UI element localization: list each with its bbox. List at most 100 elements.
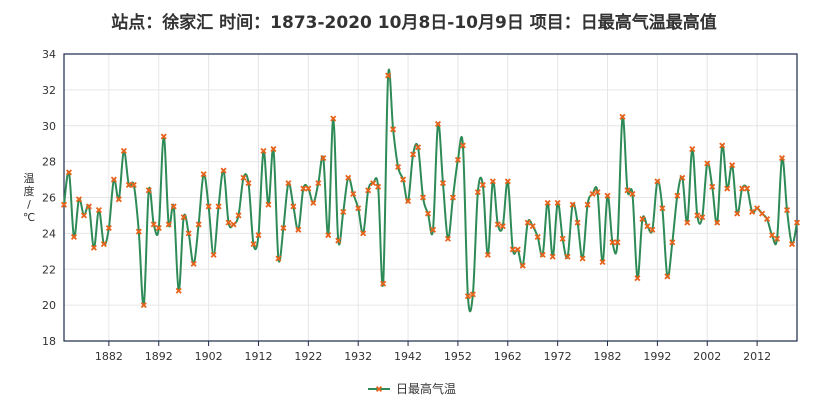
data-point — [509, 246, 516, 253]
data-point — [370, 180, 377, 187]
data-point — [205, 203, 212, 210]
data-point — [739, 185, 746, 192]
data-point — [60, 201, 68, 208]
data-point — [469, 291, 476, 298]
data-point — [165, 221, 172, 228]
data-point — [564, 253, 571, 260]
data-point — [639, 215, 646, 223]
data-point — [704, 160, 711, 167]
data-point — [759, 210, 766, 217]
data-point — [484, 251, 491, 258]
data-point — [788, 241, 796, 248]
x-tick-label: 2002 — [693, 350, 721, 363]
data-point — [275, 255, 282, 262]
data-point — [429, 226, 437, 233]
y-tick-label: 28 — [42, 156, 56, 169]
x-tick-label: 1952 — [444, 350, 472, 363]
data-point — [734, 210, 741, 217]
data-point — [754, 205, 761, 212]
data-point — [719, 142, 726, 149]
series-line — [63, 68, 798, 313]
data-point — [115, 196, 122, 203]
data-point — [285, 180, 292, 187]
data-point — [100, 241, 107, 248]
data-point — [270, 146, 277, 153]
data-point — [679, 174, 686, 181]
data-point — [569, 201, 576, 208]
data-point — [634, 275, 641, 282]
data-point — [709, 183, 716, 190]
data-point — [220, 167, 227, 174]
y-tick-label: 18 — [42, 335, 56, 348]
data-point — [385, 72, 392, 79]
data-point — [514, 246, 521, 253]
data-point — [210, 251, 217, 258]
x-tick-label: 1932 — [344, 350, 372, 363]
data-point — [519, 262, 526, 269]
data-point — [544, 199, 551, 206]
y-tick-label: 22 — [42, 263, 56, 276]
data-point — [644, 223, 651, 230]
data-point — [265, 201, 272, 208]
data-point — [375, 183, 382, 190]
data-point — [459, 142, 466, 149]
data-point — [669, 239, 676, 246]
data-point — [110, 176, 117, 183]
data-point — [230, 221, 237, 228]
y-tick-label: 24 — [42, 227, 56, 240]
x-tick-label: 1912 — [244, 350, 272, 363]
data-point — [659, 205, 666, 212]
data-point — [300, 185, 307, 192]
data-point — [345, 174, 352, 181]
data-point — [694, 212, 701, 219]
x-tick-label: 1942 — [394, 350, 422, 363]
data-point — [245, 180, 252, 187]
data-point — [554, 199, 561, 206]
data-point — [170, 203, 177, 210]
data-point — [424, 210, 432, 217]
data-point — [325, 232, 332, 239]
data-point — [260, 147, 267, 154]
data-point — [200, 171, 207, 178]
data-point — [434, 120, 442, 127]
data-point — [120, 147, 127, 154]
data-point — [240, 174, 247, 181]
data-point — [504, 178, 511, 185]
data-point — [140, 302, 147, 309]
y-tick-label: 34 — [42, 48, 56, 61]
data-point — [604, 192, 611, 199]
data-point — [674, 192, 681, 199]
data-point — [474, 189, 481, 196]
data-point — [190, 260, 197, 267]
data-point — [95, 207, 102, 214]
data-point — [614, 239, 621, 246]
x-tick-label: 1892 — [145, 350, 173, 363]
data-point — [534, 233, 541, 240]
data-point — [330, 115, 337, 122]
data-point — [619, 113, 626, 120]
data-point — [439, 180, 447, 187]
data-point — [599, 259, 606, 266]
data-point — [80, 212, 87, 219]
data-point — [310, 199, 317, 206]
data-point — [355, 205, 362, 212]
data-point — [250, 241, 257, 248]
data-point — [85, 203, 92, 210]
data-point — [744, 185, 751, 192]
data-point — [769, 232, 776, 239]
x-tick-label: 1882 — [95, 350, 123, 363]
y-tick-label: 20 — [42, 299, 56, 312]
x-tick-label: 1982 — [594, 350, 622, 363]
data-point — [225, 219, 232, 226]
data-point — [774, 235, 781, 242]
data-point — [574, 219, 581, 226]
data-point — [315, 180, 322, 187]
data-point — [724, 185, 731, 192]
data-point — [390, 126, 397, 133]
data-point — [400, 176, 407, 183]
data-point — [65, 169, 73, 176]
data-point — [305, 185, 312, 192]
data-point — [654, 178, 661, 185]
data-point — [335, 237, 342, 244]
x-tick-label: 1922 — [294, 350, 322, 363]
